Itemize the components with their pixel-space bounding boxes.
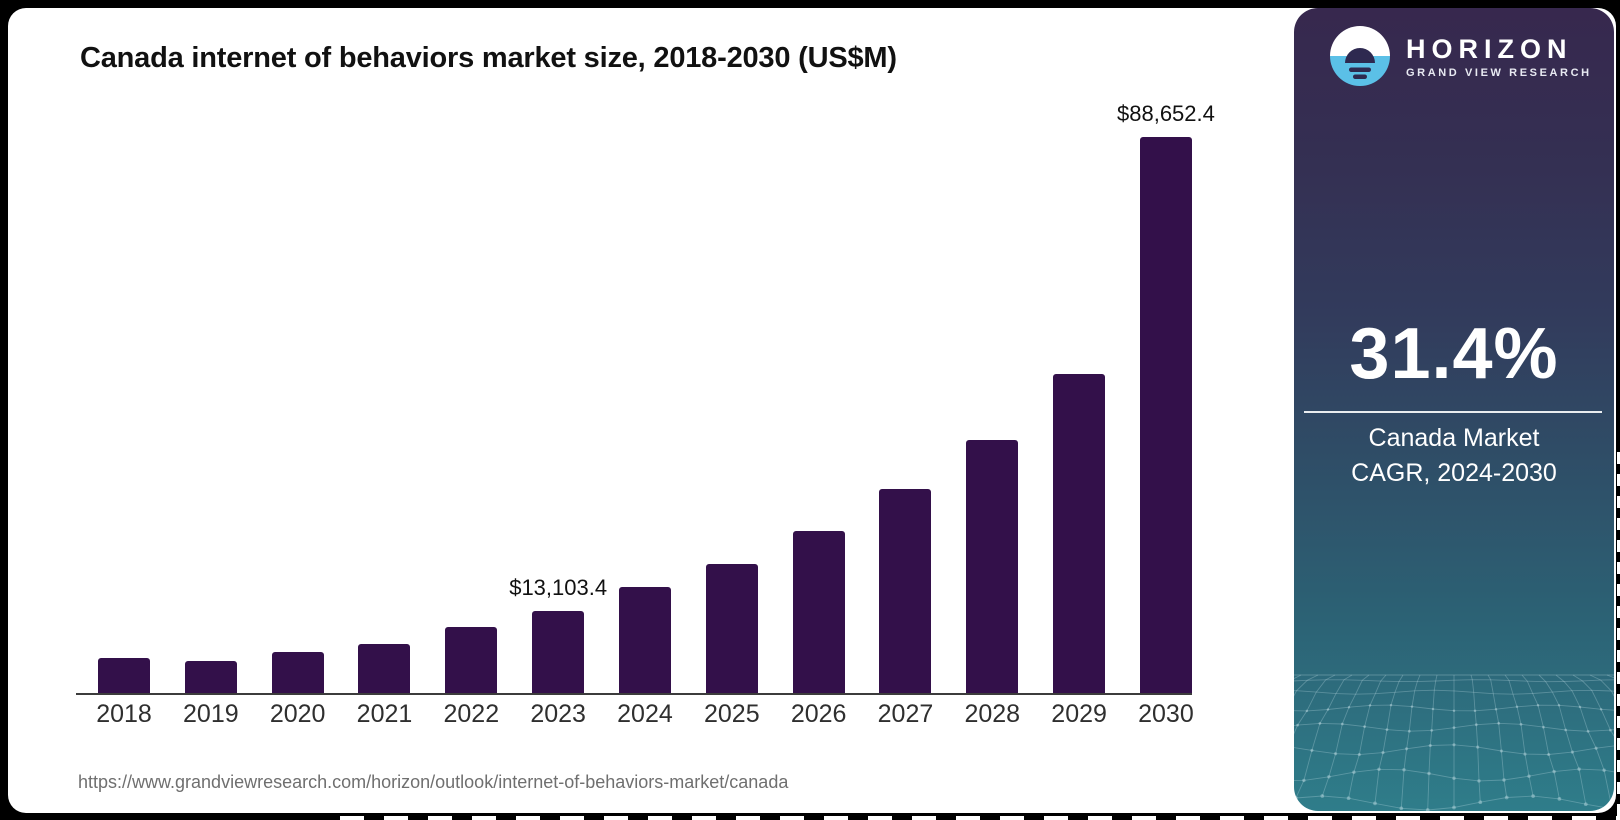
right-edge-dashes [1617,452,1620,820]
bar-slot-2029 [1053,93,1106,693]
bar-slot-2021 [358,93,411,693]
brand-block: HORIZON GRAND VIEW RESEARCH [1406,34,1592,79]
x-tick-2026: 2026 [790,700,847,728]
bar-2023 [532,611,585,693]
bar-2030 [1139,137,1192,693]
cagr-value: 31.4% [1349,314,1559,394]
caption-line-1: Canada Market [1368,424,1540,452]
bar-2022 [445,627,498,693]
brand-subtitle: GRAND VIEW RESEARCH [1406,66,1592,79]
bar-2027 [879,489,932,693]
x-tick-2020: 2020 [269,700,326,728]
bar-2024 [618,587,671,693]
bar-slot-2030: $88,652.4 [1117,93,1215,693]
bar-2025 [705,564,758,693]
bar-2021 [358,644,411,693]
x-tick-2019: 2019 [183,700,239,728]
x-tick-2024: 2024 [617,700,673,728]
x-axis-labels: 2018 2019 2020 2021 2022 2023 2024 2025 2026 2027… [96,700,1194,729]
bar-2029 [1053,374,1106,693]
bottom-edge-dashes [340,816,1620,820]
bar-value-label-2023: $13,103.4 [509,575,608,600]
bar-slot-2018 [98,93,150,693]
x-tick-2028: 2028 [964,700,1021,728]
x-tick-2021: 2021 [356,700,413,728]
bar-slot-2027 [879,93,932,693]
x-tick-2027: 2027 [877,700,934,728]
bar-2026 [792,531,845,693]
bar-2019 [184,661,237,693]
x-tick-2023: 2023 [530,700,586,728]
source-url: https://www.grandviewresearch.com/horizo… [78,772,789,792]
bar-slot-2026 [792,93,845,693]
bar-slot-2022 [445,93,498,693]
bar-slot-2023: $13,103.4 [509,93,607,693]
bar-slot-2019 [184,93,237,693]
bar-slot-2028 [966,93,1019,693]
x-tick-2022: 2022 [443,700,500,728]
plot-area: $13,103.4 $88,652.4 [98,93,1215,693]
bar-slot-2020 [271,93,324,693]
horizon-logo: HORIZON GRAND VIEW RESEARCH [1330,26,1592,86]
x-tick-2025: 2025 [703,700,760,728]
infographic-card: Canada internet of behaviors market size… [8,8,1616,813]
cagr-caption: Canada Market CAGR, 2024-2030 [1294,421,1614,491]
bar-slot-2025 [705,93,758,693]
caption-line-2: CAGR, 2024-2030 [1351,459,1557,487]
x-axis-line [76,693,1192,695]
bar-2018 [98,658,150,693]
bar-2028 [966,440,1019,693]
chart-title: Canada internet of behaviors market size… [80,42,897,74]
bar-slot-2024 [618,93,671,693]
stats-panel: HORIZON GRAND VIEW RESEARCH 31.4% Canada… [1294,8,1614,811]
horizon-logo-icon [1330,26,1390,86]
mesh-pattern [1294,674,1614,811]
bar-value-label-2030: $88,652.4 [1117,101,1215,126]
divider-line [1304,411,1602,413]
x-tick-2030: 2030 [1138,700,1194,728]
brand-name: HORIZON [1406,33,1573,64]
x-tick-2018: 2018 [96,700,152,728]
bar-2020 [271,652,324,693]
x-tick-2029: 2029 [1051,700,1107,728]
